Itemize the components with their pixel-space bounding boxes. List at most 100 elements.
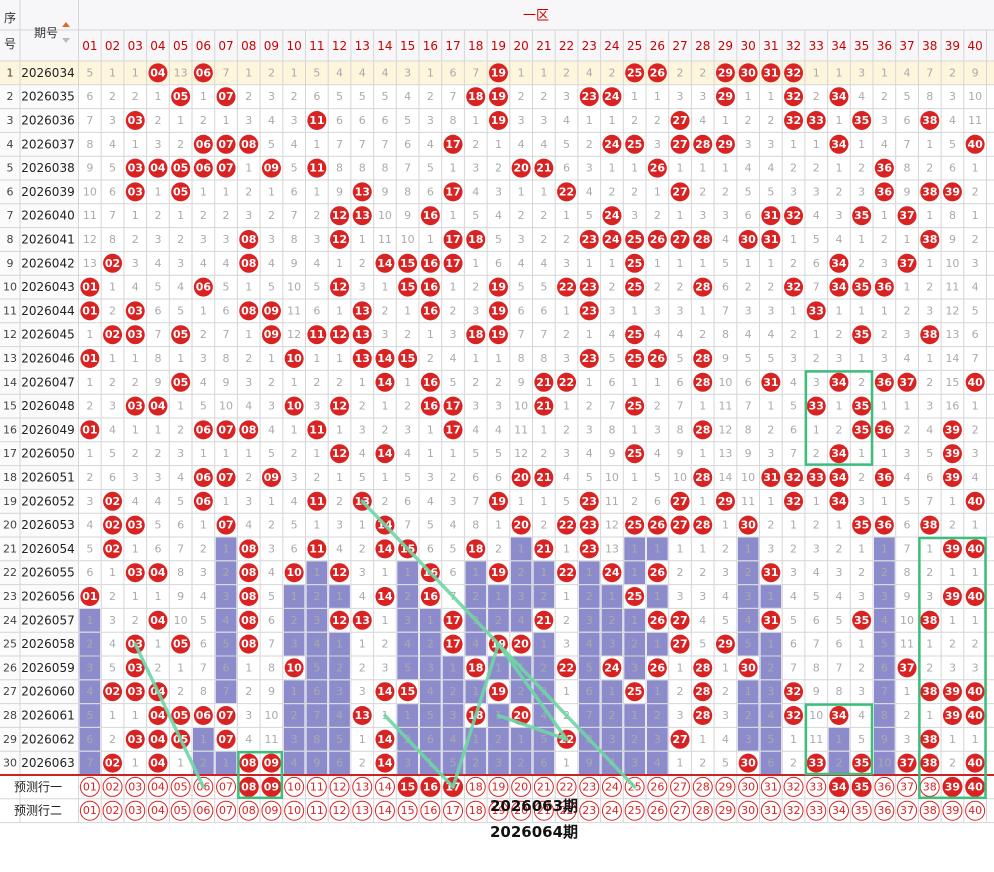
miss-count: 1 bbox=[586, 566, 593, 579]
miss-count: 5 bbox=[223, 638, 230, 651]
winning-ball bbox=[579, 301, 599, 321]
winning-ball-label: 02 bbox=[105, 495, 120, 508]
winning-ball-label: 13 bbox=[355, 304, 370, 317]
miss-count: 6 bbox=[404, 138, 411, 151]
miss-count: 6 bbox=[677, 376, 684, 389]
miss-count: 1 bbox=[154, 638, 161, 651]
column-number-24: 24 bbox=[604, 39, 619, 53]
winning-ball-label: 37 bbox=[899, 757, 914, 770]
miss-count: 1 bbox=[677, 257, 684, 270]
miss-count: 5 bbox=[586, 209, 593, 222]
winning-ball-label: 19 bbox=[491, 328, 506, 341]
miss-streak-bar bbox=[874, 751, 895, 775]
miss-streak-bar bbox=[488, 608, 509, 632]
miss-count: 6 bbox=[404, 495, 411, 508]
miss-count: 1 bbox=[518, 733, 525, 746]
miss-count: 6 bbox=[563, 162, 570, 175]
winning-ball-label: 29 bbox=[718, 495, 733, 508]
winning-ball-label: 11 bbox=[309, 542, 324, 555]
winning-ball-label: 33 bbox=[809, 757, 824, 770]
miss-count: 6 bbox=[790, 423, 797, 436]
miss-count: 5 bbox=[972, 304, 979, 317]
winning-ball-label: 26 bbox=[650, 162, 666, 175]
miss-count: 6 bbox=[359, 114, 366, 127]
winning-ball-label: 03 bbox=[128, 185, 143, 198]
miss-count: 2 bbox=[904, 709, 911, 722]
miss-count: 8 bbox=[313, 733, 320, 746]
miss-count: 2 bbox=[631, 638, 638, 651]
row-seq: 26 bbox=[3, 661, 17, 674]
miss-count: 4 bbox=[745, 162, 752, 175]
miss-count: 12 bbox=[514, 447, 528, 460]
miss-count: 1 bbox=[472, 352, 479, 365]
miss-streak-bar bbox=[510, 751, 532, 775]
miss-count: 6 bbox=[949, 162, 956, 175]
miss-count: 2 bbox=[472, 757, 479, 770]
winning-ball-label: 08 bbox=[241, 257, 256, 270]
predict-ball-1-label: 19 bbox=[491, 780, 505, 793]
miss-count: 1 bbox=[926, 209, 933, 222]
winning-ball-label: 21 bbox=[536, 376, 551, 389]
winning-ball-label: 31 bbox=[763, 66, 778, 79]
miss-count: 9 bbox=[608, 447, 615, 460]
winning-ball-label: 25 bbox=[627, 257, 642, 270]
winning-ball-label: 02 bbox=[105, 542, 120, 555]
miss-count: 1 bbox=[767, 590, 774, 603]
winning-ball-label: 03 bbox=[128, 162, 143, 175]
miss-streak-bar bbox=[306, 608, 328, 632]
miss-count: 2 bbox=[200, 542, 207, 555]
miss-count: 5 bbox=[109, 447, 116, 460]
winning-ball-label: 11 bbox=[309, 423, 324, 436]
row-seq: 1 bbox=[7, 66, 14, 79]
winning-ball-label: 35 bbox=[854, 757, 869, 770]
miss-count: 11 bbox=[900, 638, 914, 651]
winning-ball bbox=[420, 206, 440, 226]
miss-streak-bar bbox=[533, 656, 555, 680]
miss-count: 2 bbox=[291, 90, 298, 103]
miss-count: 1 bbox=[835, 400, 842, 413]
winning-ball-label: 13 bbox=[355, 185, 370, 198]
miss-count: 3 bbox=[427, 114, 434, 127]
miss-count: 8 bbox=[745, 423, 752, 436]
predict-ball-1-label: 26 bbox=[650, 780, 664, 793]
miss-count: 1 bbox=[677, 661, 684, 674]
miss-count: 1 bbox=[268, 352, 275, 365]
miss-count: 1 bbox=[631, 162, 638, 175]
column-number-28: 28 bbox=[695, 39, 710, 53]
winning-ball bbox=[330, 206, 350, 226]
miss-streak-bar bbox=[874, 585, 895, 608]
miss-count: 2 bbox=[381, 495, 388, 508]
miss-count: 6 bbox=[495, 471, 502, 484]
miss-count: 5 bbox=[540, 733, 547, 746]
winning-ball-label: 05 bbox=[173, 162, 188, 175]
miss-count: 4 bbox=[245, 400, 252, 413]
predict-ball-2-label: 39 bbox=[945, 804, 959, 817]
miss-count: 2 bbox=[177, 685, 184, 698]
miss-count: 2 bbox=[881, 566, 888, 579]
miss-count: 4 bbox=[586, 447, 593, 460]
miss-streak-bar bbox=[510, 537, 532, 561]
miss-count: 10 bbox=[378, 209, 392, 222]
miss-count: 3 bbox=[722, 209, 729, 222]
winning-ball-label: 40 bbox=[967, 542, 983, 555]
winning-ball bbox=[579, 230, 599, 249]
miss-count: 4 bbox=[223, 257, 230, 270]
miss-streak-bar bbox=[306, 632, 328, 656]
miss-count: 1 bbox=[177, 114, 184, 127]
miss-count: 6 bbox=[154, 304, 161, 317]
miss-count: 1 bbox=[813, 423, 820, 436]
miss-count: 3 bbox=[767, 138, 774, 151]
winning-ball-label: 14 bbox=[377, 376, 393, 389]
miss-count: 1 bbox=[177, 209, 184, 222]
miss-count: 5 bbox=[404, 114, 411, 127]
miss-count: 1 bbox=[631, 566, 638, 579]
column-number-20: 20 bbox=[514, 39, 529, 53]
miss-count: 4 bbox=[835, 590, 842, 603]
miss-count: 1 bbox=[450, 661, 457, 674]
winning-ball-label: 19 bbox=[491, 685, 506, 698]
miss-count: 2 bbox=[154, 114, 161, 127]
miss-count: 5 bbox=[790, 614, 797, 627]
miss-count: 2 bbox=[540, 590, 547, 603]
miss-count: 1 bbox=[132, 209, 139, 222]
row-seq: 7 bbox=[7, 209, 14, 222]
